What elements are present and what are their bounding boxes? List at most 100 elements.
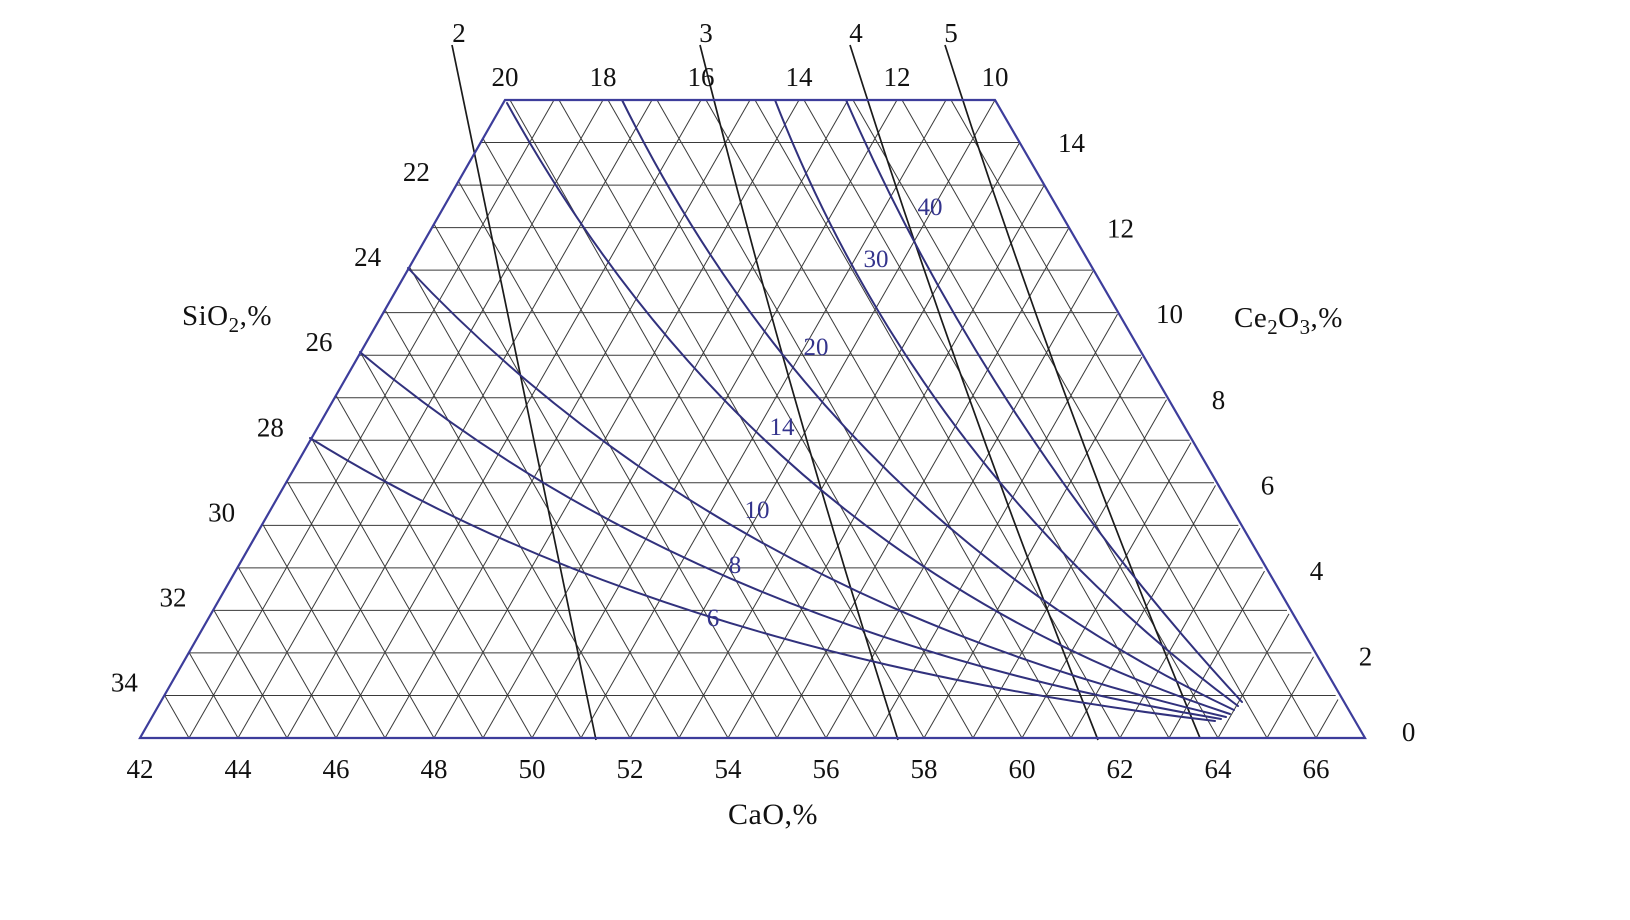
contour-curve-10 — [407, 267, 1227, 718]
grid-line-right-slant — [188, 652, 239, 739]
cao-tick-label: 42 — [127, 754, 154, 784]
sio2-tick-label: 34 — [111, 667, 139, 697]
contour-curve-30 — [774, 99, 1239, 707]
iso-line-label-4: 4 — [849, 18, 863, 48]
plot-border — [138, 98, 1367, 740]
contour-label-40: 40 — [918, 194, 943, 221]
grid-line-left-slant — [580, 99, 947, 739]
top-tick-label: 18 — [590, 62, 617, 92]
grid-line-right-slant — [705, 99, 1072, 739]
grid-line-right-slant — [803, 99, 1170, 739]
grid-line-right-slant — [164, 694, 190, 739]
cao-tick-label: 56 — [813, 754, 840, 784]
grid-line-left-slant — [188, 99, 555, 739]
right-axis-title-sub2: 3 — [1299, 314, 1311, 339]
grid-line-right-slant — [311, 437, 484, 739]
grid-line-right-slant — [335, 395, 533, 739]
ce2o3-tick-label: 12 — [1107, 213, 1134, 243]
grid-line-left-slant — [629, 99, 996, 739]
right-axis-title-base1: Ce — [1234, 302, 1268, 334]
grid-line-right-slant — [607, 99, 974, 739]
iso-line-label-3: 3 — [699, 18, 713, 48]
grid-line-left-slant — [433, 99, 800, 739]
bottom-axis-title-base: CaO — [728, 798, 785, 831]
cao-tick-label: 52 — [617, 754, 644, 784]
grid-line-left-slant — [923, 356, 1143, 739]
grid-line-right-slant — [754, 99, 1121, 739]
iso-line-label-2: 2 — [452, 18, 466, 48]
contour-curve-14 — [506, 102, 1231, 715]
top-tick-label: 20 — [492, 62, 519, 92]
top-tick-label: 12 — [884, 62, 911, 92]
cao-tick-label: 50 — [519, 754, 546, 784]
grid-line-left-slant — [531, 99, 898, 739]
ce2o3-tick-label: 10 — [1156, 299, 1183, 329]
grid-line-left-slant — [335, 99, 702, 739]
grid-line-right-slant — [558, 99, 925, 739]
ce2o3-tick-label: 0 — [1402, 717, 1416, 747]
contour-label-30: 30 — [864, 246, 889, 273]
sio2-tick-label: 22 — [403, 157, 430, 187]
left-axis-title-suffix: ,% — [239, 300, 272, 332]
cao-tick-label: 62 — [1107, 754, 1134, 784]
sio2-tick-label: 30 — [208, 497, 235, 527]
grid-line-left-slant — [482, 99, 849, 739]
ce2o3-tick-label: 4 — [1310, 556, 1324, 586]
grid-line-right-slant — [384, 309, 631, 739]
sio2-tick-label: 28 — [257, 412, 284, 442]
contour-label-14: 14 — [770, 414, 796, 441]
grid-line-right-slant — [360, 352, 582, 739]
bottom-axis-title: CaO,% — [728, 798, 818, 832]
ce2o3-tick-label: 8 — [1212, 385, 1226, 415]
left-axis-title-base: SiO — [182, 300, 229, 332]
grid-line-right-slant — [262, 523, 386, 739]
grid-line-right-slant — [509, 99, 876, 739]
grid-line-left-slant — [1070, 485, 1216, 739]
grid-line-right-slant — [286, 480, 435, 739]
cao-tick-label: 64 — [1205, 754, 1233, 784]
grid-line-right-slant — [433, 223, 729, 739]
grid-line-left-slant — [776, 228, 1069, 739]
top-tick-label: 10 — [982, 62, 1009, 92]
grid-line-left-slant — [1021, 442, 1192, 739]
left-axis-title: SiO2,% — [182, 300, 272, 338]
grid-line-right-slant — [409, 266, 680, 739]
grid-line-left-slant — [237, 99, 604, 739]
top-tick-label: 14 — [786, 62, 814, 92]
contour-label-8: 8 — [729, 552, 742, 579]
grid-line-right-slant — [656, 99, 1023, 739]
sio2-tick-label: 32 — [160, 582, 187, 612]
grid-line-left-slant — [1266, 656, 1314, 739]
grid-line-left-slant — [874, 313, 1118, 739]
grid-line-right-slant — [852, 99, 1219, 739]
cao-tick-label: 58 — [911, 754, 938, 784]
right-axis-title-suffix: ,% — [1310, 302, 1343, 334]
cao-tick-label: 48 — [421, 754, 448, 784]
cao-tick-label: 46 — [323, 754, 350, 784]
grid-line-right-slant — [950, 99, 1317, 739]
grid-line-left-slant — [1217, 613, 1290, 739]
right-axis-title: Ce2O3,% — [1234, 302, 1343, 340]
right-axis-title-sub1: 2 — [1267, 314, 1279, 339]
contour-curve-20 — [621, 99, 1235, 711]
sio2-tick-label: 24 — [354, 242, 382, 272]
grid-line-right-slant — [901, 99, 1268, 739]
cao-tick-label: 44 — [225, 754, 253, 784]
iso-line-2 — [451, 44, 597, 741]
iso-line-3 — [699, 44, 899, 741]
ce2o3-tick-label: 6 — [1261, 470, 1275, 500]
grid-line-left-slant — [1168, 570, 1265, 739]
cao-tick-label: 54 — [715, 754, 743, 784]
sio2-tick-label: 26 — [306, 327, 333, 357]
grid-line-left-slant — [286, 99, 653, 739]
grid-line-right-slant — [458, 181, 778, 739]
grid-line-left-slant — [727, 185, 1045, 739]
grid-line-left-slant — [972, 399, 1167, 739]
contour-label-6: 6 — [707, 605, 720, 632]
ce2o3-tick-label: 2 — [1359, 642, 1373, 672]
contour-label-10: 10 — [745, 497, 770, 524]
contour-curve-8 — [359, 351, 1222, 720]
contour-curve-40 — [845, 99, 1243, 703]
contour-label-20: 20 — [804, 334, 829, 361]
